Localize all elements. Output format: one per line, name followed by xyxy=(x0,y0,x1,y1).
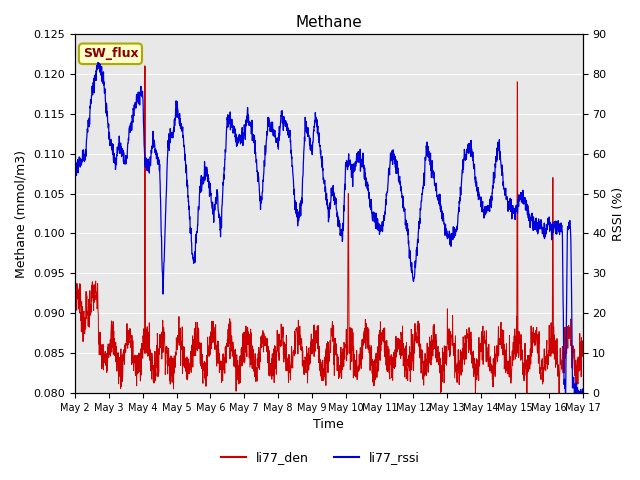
Y-axis label: Methane (mmol/m3): Methane (mmol/m3) xyxy=(15,150,28,277)
X-axis label: Time: Time xyxy=(314,419,344,432)
Title: Methane: Methane xyxy=(296,15,362,30)
Text: SW_flux: SW_flux xyxy=(83,48,138,60)
Y-axis label: RSSI (%): RSSI (%) xyxy=(612,186,625,240)
Legend: li77_den, li77_rssi: li77_den, li77_rssi xyxy=(216,446,424,469)
